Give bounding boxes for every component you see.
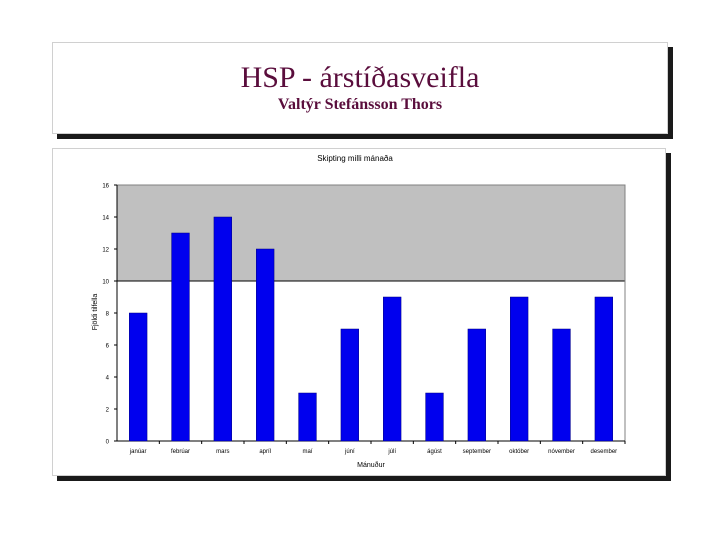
chart-panel: Skipting milli mánaða Mánuður Fjöldi til… [52,148,666,476]
bar-chart: Skipting milli mánaða Mánuður Fjöldi til… [92,154,626,469]
y-tick-label: 0 [106,440,110,446]
x-tick-label: desember [590,449,617,455]
y-tick-label: 10 [102,280,109,286]
bar [510,296,529,442]
bar [383,296,402,442]
x-tick-label: september [463,449,491,455]
x-tick-label: apríl [259,449,271,455]
bar [213,216,232,442]
y-axis-label: Fjöldi tilfella [92,294,99,331]
bar [552,328,571,442]
x-tick-label: febrúar [171,449,190,455]
bar [467,328,486,442]
chart-title: Skipting milli mánaða [317,154,393,163]
x-tick-label: nóvember [548,449,575,455]
bar [340,328,359,442]
slide-subtitle: Valtýr Stefánsson Thors [277,96,443,113]
plot-background-upper [117,185,625,281]
y-tick-label: 4 [106,376,110,382]
bar [129,312,148,442]
x-tick-label: júní [344,449,355,455]
bar [171,232,190,442]
y-tick-label: 14 [102,216,109,222]
y-tick-label: 8 [106,312,110,318]
x-axis-label: Mánuður [357,461,385,469]
x-tick-label: janúar [129,449,147,455]
slide-title: HSP - árstíðasveifla [240,61,480,94]
plot-area: 0 2 4 6 8 10 12 14 16 janúar febrúar mars apríl maí jú… [102,184,626,455]
y-tick-label: 6 [106,344,110,350]
x-tick-label: júlí [387,449,396,455]
x-tick-label: október [509,449,529,455]
plot-background-lower [117,281,625,441]
y-tick-label: 16 [102,184,109,190]
bar [256,248,275,442]
title-panel: HSP - árstíðasveifla [52,42,668,134]
y-tick-label: 12 [102,248,109,254]
x-tick-label: mars [216,449,229,455]
y-tick-label: 2 [106,408,110,414]
bar [594,296,613,442]
bar [425,392,444,442]
x-tick-label: maí [302,449,312,455]
bar [298,392,317,442]
x-tick-label: ágúst [427,449,442,455]
